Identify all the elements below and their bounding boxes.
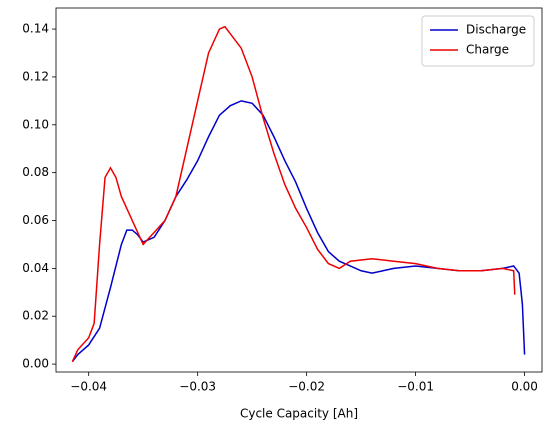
y-tick-label: 0.02 xyxy=(22,309,49,323)
y-tick-label: 0.06 xyxy=(22,213,49,227)
x-tick-label: −0.01 xyxy=(397,380,434,394)
y-tick-label: 0.04 xyxy=(22,261,49,275)
x-tick-label: −0.04 xyxy=(70,380,107,394)
x-axis-label: Cycle Capacity [Ah] xyxy=(240,407,358,421)
y-tick-label: 0.14 xyxy=(22,22,49,36)
legend-label: Discharge xyxy=(466,23,526,37)
line-series xyxy=(71,25,516,363)
y-tick-label: 0.00 xyxy=(22,357,49,371)
y-tick-label: 0.10 xyxy=(22,117,49,131)
x-tick-label: −0.02 xyxy=(288,380,325,394)
plot-frame xyxy=(55,7,543,373)
x-tick-label: 0.00 xyxy=(511,380,538,394)
legend-box xyxy=(421,15,535,67)
y-tick-label: 0.08 xyxy=(22,165,49,179)
x-tick-label: −0.03 xyxy=(179,380,216,394)
y-tick-label: 0.12 xyxy=(22,69,49,83)
legend-label: Charge xyxy=(466,43,509,57)
line-series xyxy=(71,100,526,363)
